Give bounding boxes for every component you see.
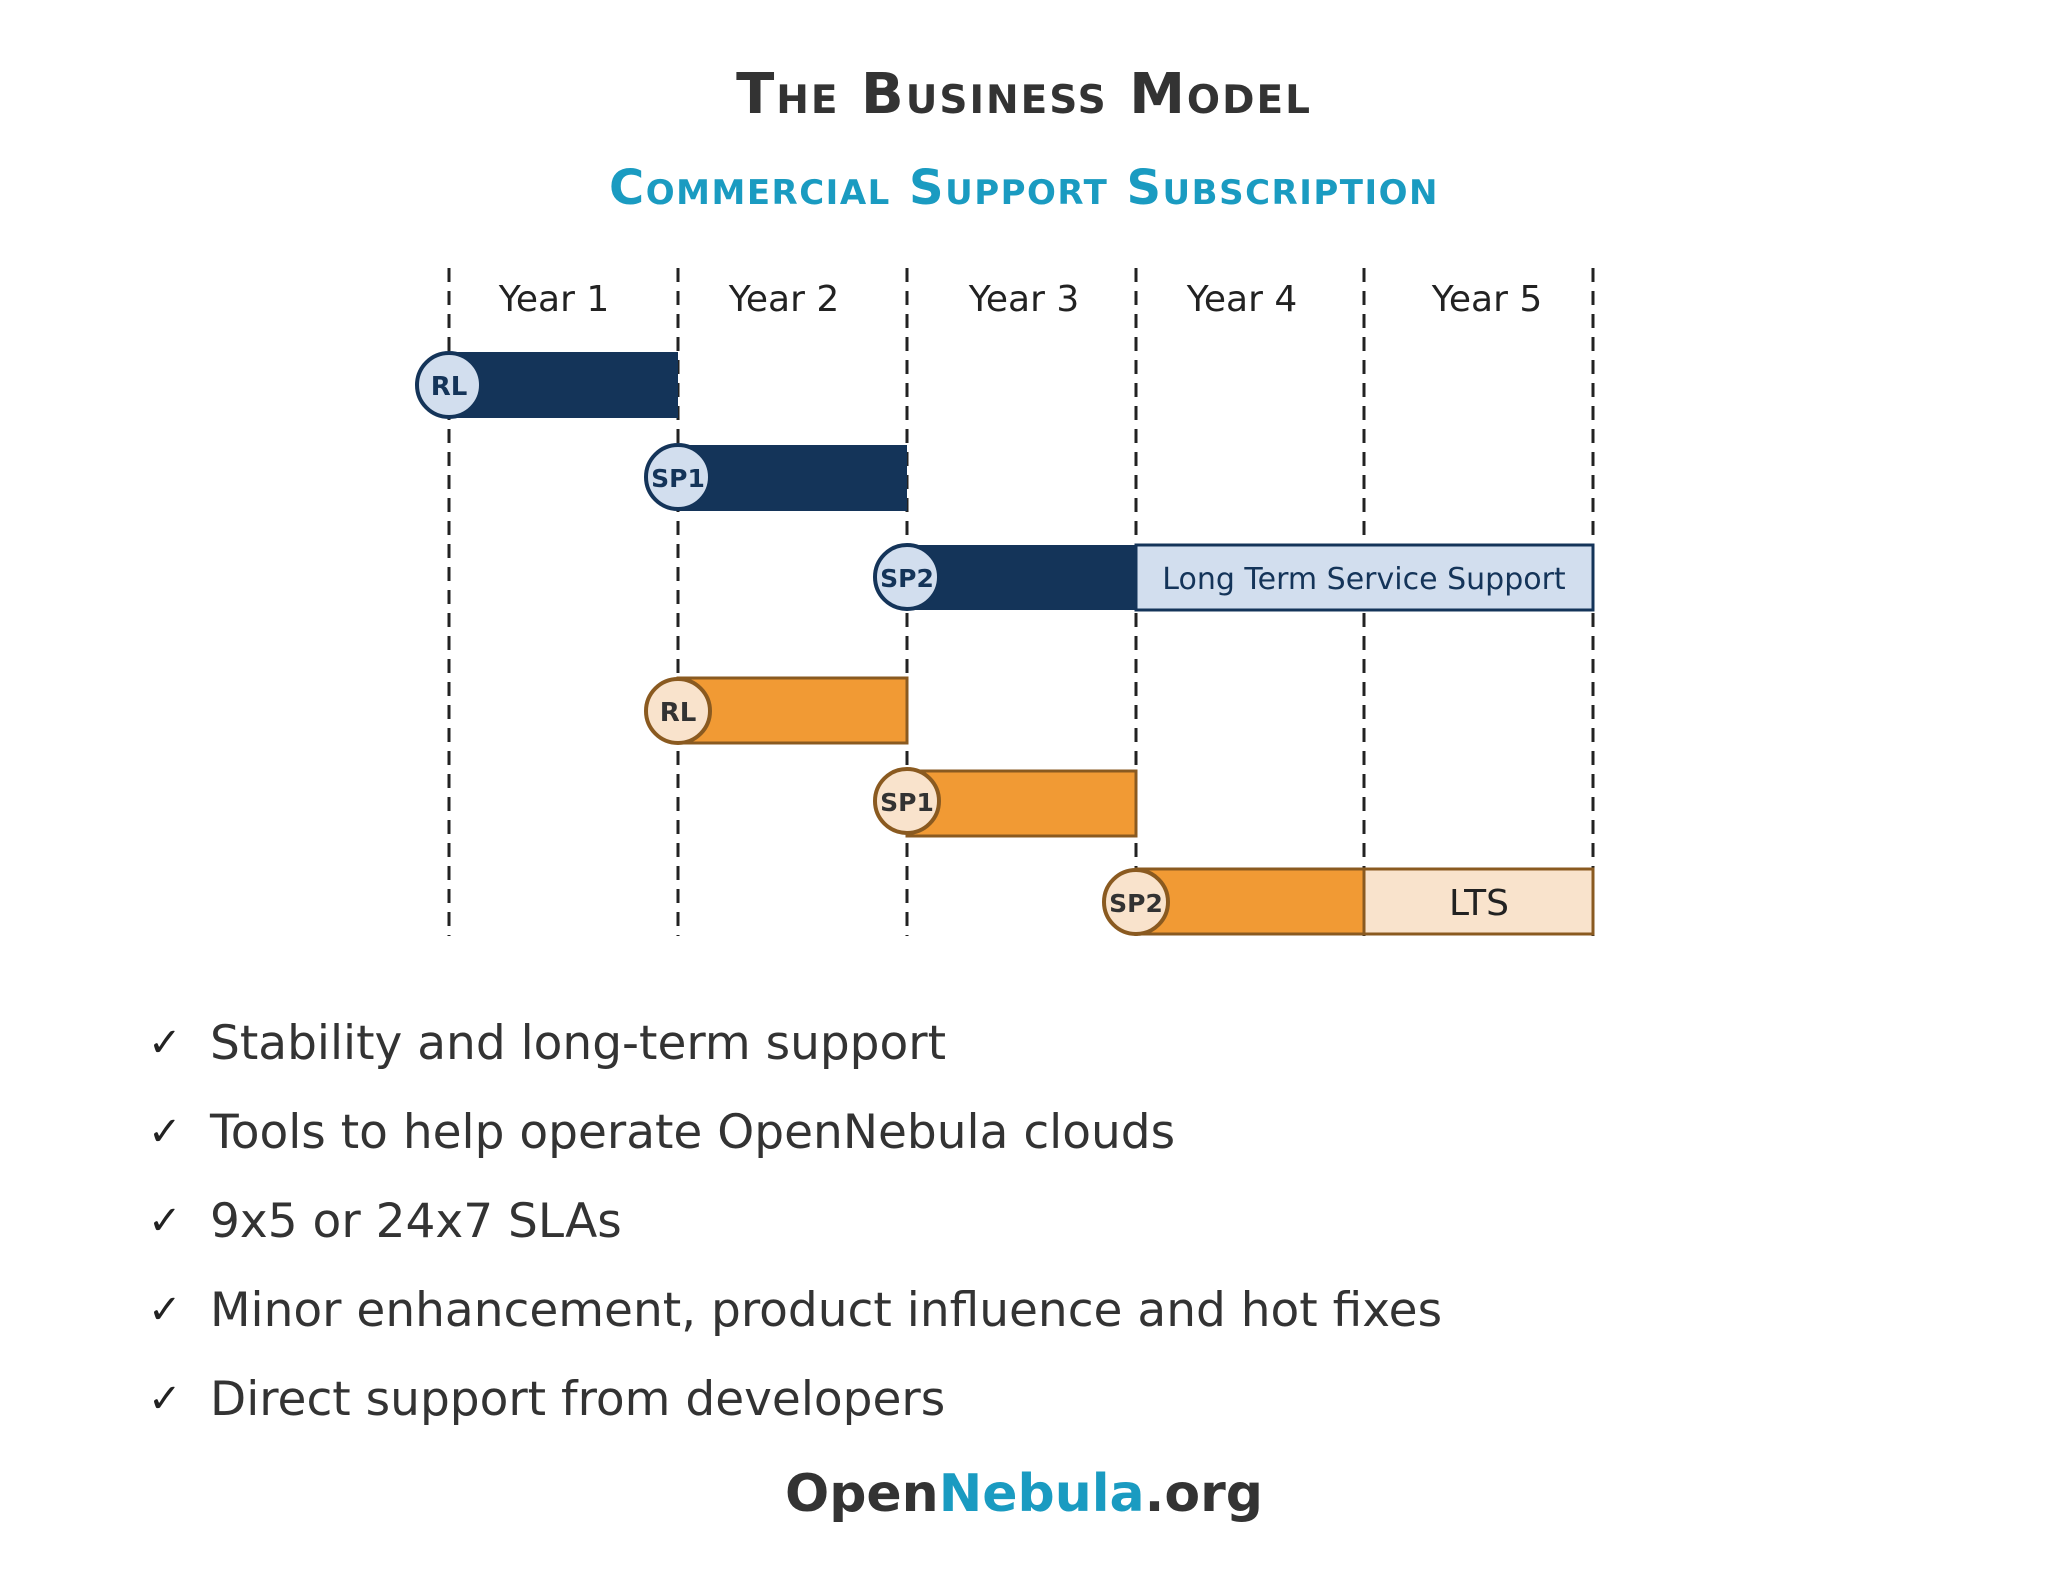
release-b-lts-bar (1362, 867, 1595, 936)
logo-part-nebula: Nebula (938, 1464, 1145, 1524)
release-b-rl-bar (676, 676, 909, 745)
release-b-sp1-milestone (873, 767, 941, 835)
release-b-rl-label: RL (660, 698, 697, 728)
release-a-sp1-label: SP1 (651, 464, 705, 493)
year-label: Year 1 (498, 279, 610, 320)
release-a-rl-bar (449, 352, 678, 418)
release-a-sp1-milestone (644, 443, 712, 511)
year-label: Year 3 (968, 279, 1080, 320)
benefit-text: Minor enhancement, product influence and… (210, 1283, 1443, 1338)
benefit-text: Tools to help operate OpenNebula clouds (210, 1105, 1176, 1160)
release-a-rl-milestone (415, 351, 483, 419)
release-a-sp1-bar (678, 445, 907, 511)
page-subtitle: Commercial Support Subscription (609, 160, 1439, 216)
benefit-item: ✓ 9x5 or 24x7 SLAs (148, 1194, 1442, 1283)
release-a-sp2-label: SP2 (880, 564, 934, 593)
support-timeline-diagram: Year 1 Year 2 Year 3 Year 4 Year 5 Long … (415, 268, 1595, 936)
release-b-sp2-milestone (1102, 868, 1170, 936)
benefit-text: Direct support from developers (210, 1372, 946, 1427)
benefit-item: ✓ Tools to help operate OpenNebula cloud… (148, 1105, 1442, 1194)
benefit-item: ✓ Stability and long-term support (148, 1016, 1442, 1105)
checkmark-icon: ✓ (148, 1198, 182, 1244)
benefit-text: 9x5 or 24x7 SLAs (210, 1194, 622, 1249)
release-b-rl-milestone (644, 677, 712, 745)
year-label: Year 2 (728, 279, 840, 320)
release-b-sp2-label: SP2 (1109, 889, 1163, 918)
page-title: The Business Model (736, 62, 1312, 127)
release-a-sp2-bar (907, 545, 1136, 610)
release-b-sp1-label: SP1 (880, 788, 934, 817)
benefits-list: ✓ Stability and long-term support ✓ Tool… (148, 1016, 1442, 1461)
checkmark-icon: ✓ (148, 1376, 182, 1422)
benefit-item: ✓ Minor enhancement, product influence a… (148, 1283, 1442, 1372)
checkmark-icon: ✓ (148, 1109, 182, 1155)
logo-part-open: Open (784, 1464, 939, 1524)
checkmark-icon: ✓ (148, 1287, 182, 1333)
release-b-sp1-bar (905, 769, 1138, 838)
release-a-lts-label: Long Term Service Support (1162, 562, 1566, 597)
benefit-item: ✓ Direct support from developers (148, 1372, 1442, 1461)
release-a-sp2-milestone (873, 543, 941, 611)
logo-part-org: .org (1144, 1464, 1264, 1524)
checkmark-icon: ✓ (148, 1020, 182, 1066)
release-b-sp2-bar (1134, 867, 1367, 936)
release-a-rl-label: RL (431, 372, 468, 402)
opennebula-logo: OpenNebula.org (0, 1464, 2048, 1524)
year-label: Year 5 (1431, 279, 1543, 320)
release-b-lts-label: LTS (1449, 883, 1509, 924)
year-label: Year 4 (1186, 279, 1298, 320)
benefit-text: Stability and long-term support (210, 1016, 947, 1071)
release-a-lts-bar (1134, 543, 1595, 612)
